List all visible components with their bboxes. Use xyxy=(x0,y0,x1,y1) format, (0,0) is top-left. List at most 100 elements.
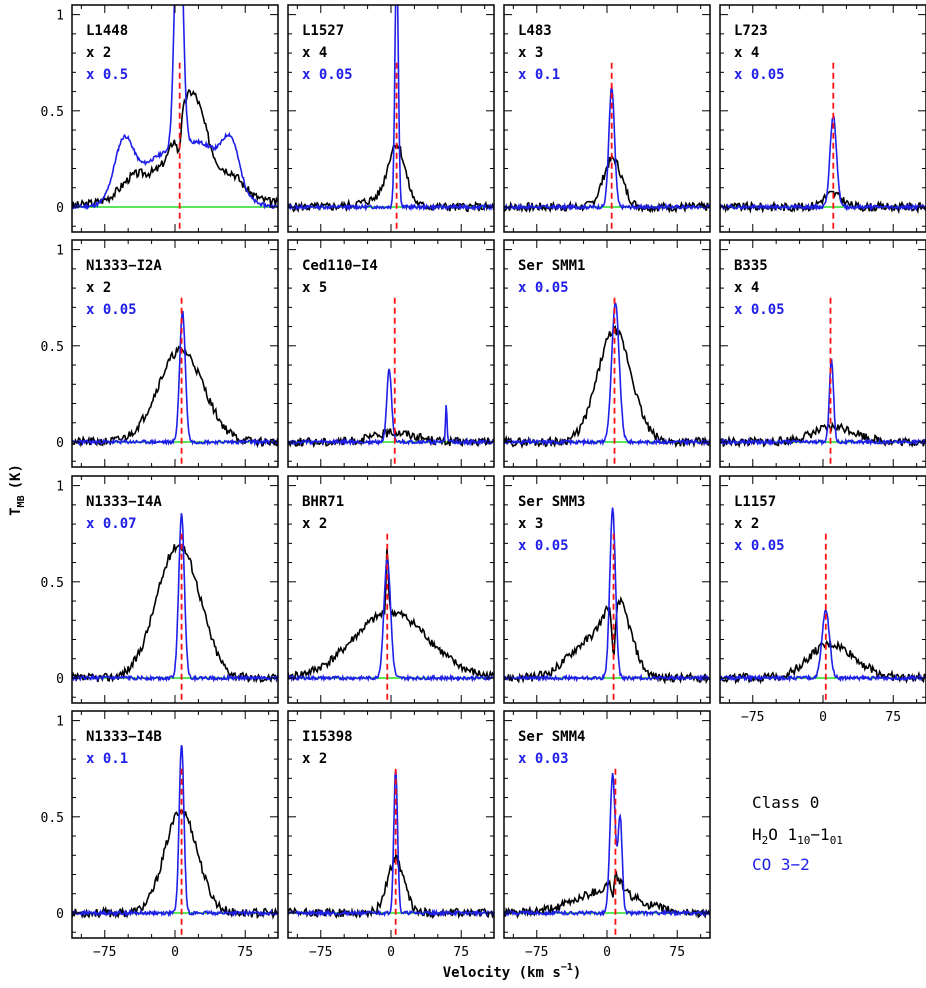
panel-h2o-scale: x 4 xyxy=(734,280,759,296)
x-tick-label: 75 xyxy=(453,945,469,960)
co-spectrum xyxy=(504,772,710,918)
panel-8: 0 0.5 1 N1333−I4A x 0.07 xyxy=(41,475,279,704)
panel-co-scale: x 0.05 xyxy=(734,302,785,318)
panel-frame xyxy=(503,475,711,704)
h2o-spectrum xyxy=(504,325,710,449)
panel-co-scale: x 0.05 xyxy=(518,280,569,296)
co-spectrum xyxy=(72,310,278,447)
panel-source-label: BHR71 xyxy=(302,494,344,510)
y-axis-title: TMB (K) xyxy=(8,464,27,516)
panel-14: −75 0 75 Ser SMM4 x 0.03 xyxy=(503,710,711,960)
panel-source-label: N1333−I2A xyxy=(86,258,162,274)
h2o-spectrum xyxy=(72,345,278,448)
y-tick-label: 1 xyxy=(56,244,64,259)
panel-h2o-scale: x 3 xyxy=(518,516,543,532)
h2o-spectrum xyxy=(720,639,926,685)
h2o-spectrum xyxy=(72,88,278,209)
co-spectrum xyxy=(288,368,494,447)
x-axis-title-close: ) xyxy=(573,965,581,981)
panel-frame xyxy=(719,475,926,704)
co-spectrum xyxy=(504,507,710,683)
h2o-spectrum xyxy=(504,595,710,685)
panel-source-label: N1333−I4A xyxy=(86,494,162,510)
co-spectrum xyxy=(288,770,494,918)
panel-13: −75 0 75 I15398 x 2 xyxy=(287,710,495,960)
panel-frame xyxy=(503,4,711,233)
panels-layer: 0 0.5 1 L1448 x 2 x 0.5 L1527 x 4 x 0.05 L483 x 3 x… xyxy=(41,4,926,960)
panel-co-scale: x 0.05 xyxy=(302,67,353,83)
y-tick-label: 1 xyxy=(56,480,64,495)
panel-source-label: Ser SMM4 xyxy=(518,729,585,745)
h2o-spectrum xyxy=(72,543,278,684)
panel-source-label: Ced110−I4 xyxy=(302,258,378,274)
y-tick-label: 0 xyxy=(56,201,64,216)
panel-h2o-scale: x 2 xyxy=(86,280,111,296)
co-spectrum xyxy=(504,85,710,212)
panel-3: L723 x 4 x 0.05 xyxy=(719,4,926,233)
legend-co: CO 3−2 xyxy=(752,855,810,874)
x-tick-label: 0 xyxy=(387,945,395,960)
legend: Class 0 H2O 110−101 CO 3−2 xyxy=(752,793,843,874)
co-spectrum xyxy=(720,607,926,683)
y-axis-title-sub: MB xyxy=(16,495,27,507)
y-tick-label: 1 xyxy=(56,9,64,24)
panel-co-scale: x 0.1 xyxy=(86,751,128,767)
panel-co-scale: x 0.05 xyxy=(86,302,137,318)
panel-1: L1527 x 4 x 0.05 xyxy=(287,4,495,233)
x-tick-label: 0 xyxy=(171,945,179,960)
panel-h2o-scale: x 2 xyxy=(734,516,759,532)
co-spectrum xyxy=(72,513,278,683)
panel-h2o-scale: x 2 xyxy=(302,751,327,767)
panel-h2o-scale: x 4 xyxy=(734,45,759,61)
panel-co-scale: x 0.05 xyxy=(734,67,785,83)
x-axis-title: Velocity (km s−1) xyxy=(443,962,582,981)
y-tick-label: 0 xyxy=(56,907,64,922)
y-axis-title-unit: (K) xyxy=(8,464,24,489)
panel-source-label: Ser SMM1 xyxy=(518,258,585,274)
co-spectrum xyxy=(288,557,494,683)
legend-h2o-a: H xyxy=(752,825,762,844)
panel-source-label: L723 xyxy=(734,23,768,39)
panel-source-label: I15398 xyxy=(302,729,353,745)
h2o-spectrum xyxy=(72,809,278,921)
panel-0: 0 0.5 1 L1448 x 2 x 0.5 xyxy=(41,4,279,233)
panel-source-label: Ser SMM3 xyxy=(518,494,585,510)
legend-h2o-d: 10 xyxy=(797,834,810,847)
panel-source-label: L1157 xyxy=(734,494,776,510)
y-tick-label: 1 xyxy=(56,715,64,730)
co-spectrum xyxy=(288,5,494,212)
x-tick-label: 0 xyxy=(603,945,611,960)
x-tick-label: −75 xyxy=(741,710,764,725)
panel-source-label: N1333−I4B xyxy=(86,729,162,745)
x-axis-title-main: Velocity (km s xyxy=(443,965,561,981)
legend-h2o: H2O 110−101 xyxy=(752,825,843,847)
legend-h2o-b: 2 xyxy=(762,834,769,847)
y-tick-label: 0.5 xyxy=(41,105,64,120)
panel-10: Ser SMM3 x 3 x 0.05 xyxy=(503,475,711,704)
x-axis-title-sup: −1 xyxy=(561,962,573,973)
y-axis-title-main: T xyxy=(8,507,24,515)
panel-source-label: L483 xyxy=(518,23,552,39)
x-tick-label: −75 xyxy=(93,945,116,960)
y-tick-label: 0.5 xyxy=(41,576,64,591)
x-tick-label: 75 xyxy=(885,710,901,725)
h2o-spectrum xyxy=(288,142,494,214)
panel-source-label: L1527 xyxy=(302,23,344,39)
panel-source-label: L1448 xyxy=(86,23,128,39)
x-tick-label: 75 xyxy=(669,945,685,960)
panel-h2o-scale: x 5 xyxy=(302,280,327,296)
panel-11: −75 0 75 L1157 x 2 x 0.05 xyxy=(719,475,926,725)
x-tick-label: 75 xyxy=(237,945,253,960)
y-tick-label: 0 xyxy=(56,672,64,687)
panel-4: 0 0.5 1 N1333−I2A x 2 x 0.05 xyxy=(41,239,279,468)
legend-h2o-f: 01 xyxy=(830,834,843,847)
panel-6: Ser SMM1 x 0.05 xyxy=(503,239,711,468)
panel-2: L483 x 3 x 0.1 xyxy=(503,4,711,233)
panel-h2o-scale: x 4 xyxy=(302,45,327,61)
panel-co-scale: x 0.05 xyxy=(734,538,785,554)
panel-frame xyxy=(287,4,495,233)
legend-h2o-c: O 1 xyxy=(768,825,797,844)
panel-co-scale: x 0.03 xyxy=(518,751,569,767)
panel-co-scale: x 0.05 xyxy=(518,538,569,554)
